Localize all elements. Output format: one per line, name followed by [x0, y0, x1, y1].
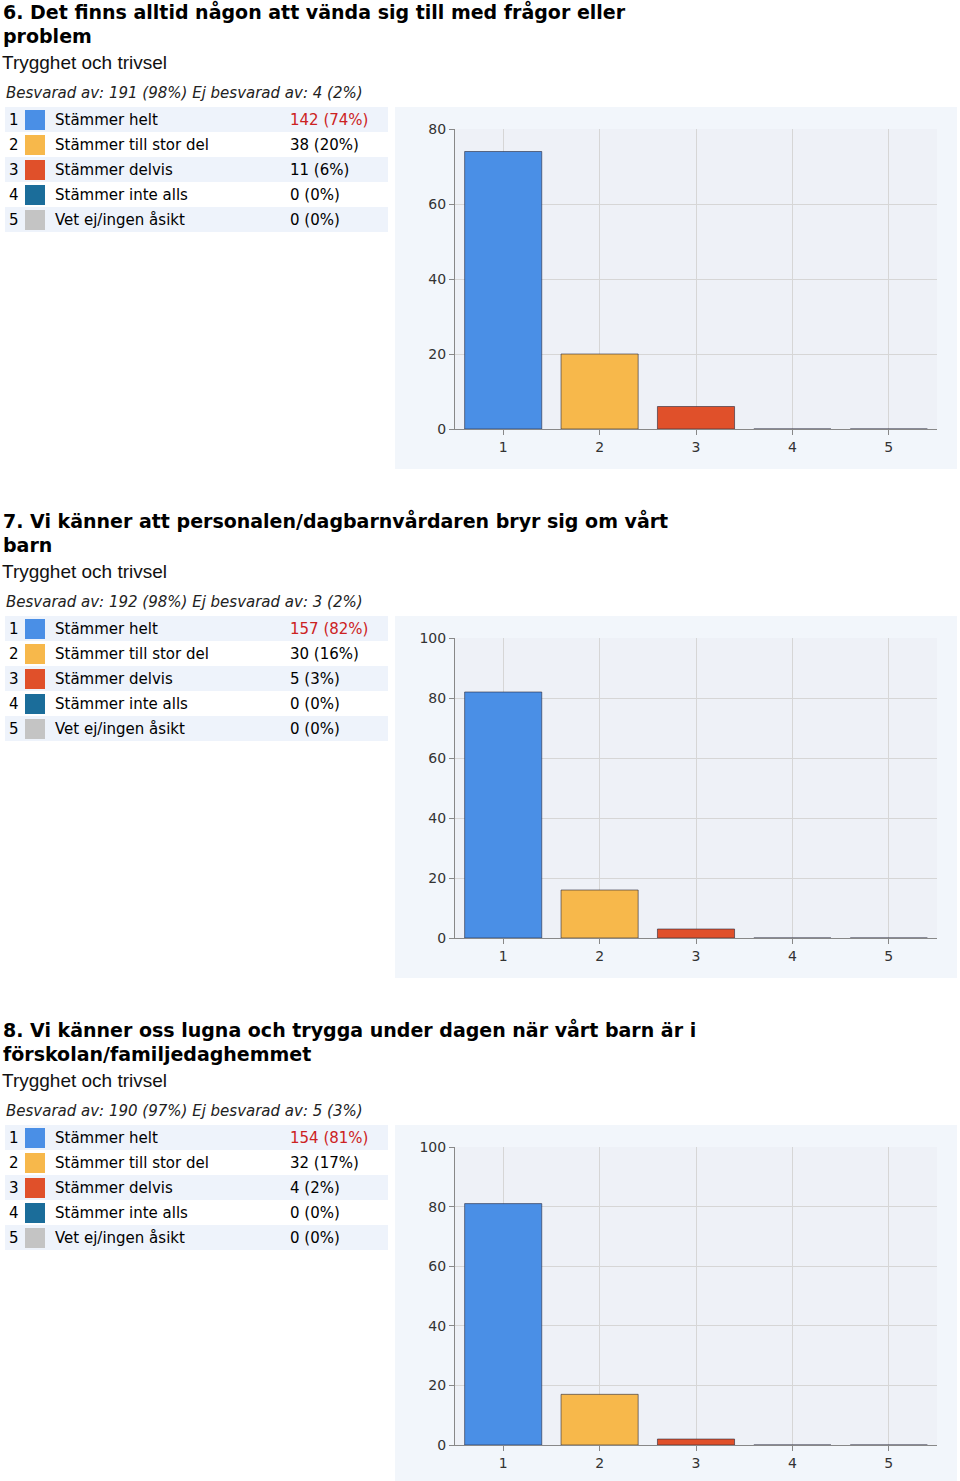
html-text:6. Det finns alltid någon att: 6. Det finns alltid någon att vända sig …: [3, 1, 626, 47]
svg-text:1: 1: [499, 1455, 508, 1471]
html-text:142 (74%): 142 (74%): [290, 110, 369, 129]
svg-text:100: 100: [419, 630, 446, 646]
html-text:Stämmer delvis: Stämmer delvis: [55, 160, 173, 179]
svg-text:20: 20: [428, 346, 446, 362]
html-text:Stämmer inte alls: Stämmer inte alls: [55, 185, 188, 204]
html-text:Stämmer helt: Stämmer helt: [55, 110, 158, 129]
svg-text:3: 3: [692, 948, 701, 964]
html-text:1: 1: [9, 1128, 19, 1147]
html-text:Vet ej/ingen åsikt: Vet ej/ingen åsikt: [55, 210, 185, 229]
html-text:Stämmer till stor del: Stämmer till stor del: [55, 1153, 209, 1172]
svg-text:2: 2: [595, 1455, 604, 1471]
svg-text:0: 0: [437, 421, 446, 437]
svg-text:0: 0: [437, 1437, 446, 1453]
html-text:30 (16%): 30 (16%): [290, 644, 359, 663]
html-text:3: 3: [9, 160, 19, 179]
svg-text:2: 2: [595, 439, 604, 455]
html-text:32 (17%): 32 (17%): [290, 1153, 359, 1172]
html-text:Stämmer delvis: Stämmer delvis: [55, 669, 173, 688]
html-text:157 (82%): 157 (82%): [290, 619, 369, 638]
html-text:3: 3: [9, 1178, 19, 1197]
svg-text:2: 2: [595, 948, 604, 964]
svg-text:20: 20: [428, 1377, 446, 1393]
svg-text:5: 5: [884, 948, 893, 964]
svg-text:5: 5: [884, 1455, 893, 1471]
html-text:7. Vi känner att personalen/da: 7. Vi känner att personalen/dagbarnvårda…: [3, 510, 669, 556]
svg-text:4: 4: [788, 1455, 797, 1471]
html-text:0 (0%): 0 (0%): [290, 719, 340, 738]
svg-text:80: 80: [428, 1199, 446, 1215]
html-text:Stämmer helt: Stämmer helt: [55, 1128, 158, 1147]
html-text:0 (0%): 0 (0%): [290, 185, 340, 204]
svg-text:60: 60: [428, 196, 446, 212]
svg-text:40: 40: [428, 271, 446, 287]
html-text:4 (2%): 4 (2%): [290, 1178, 340, 1197]
html-text:Trygghet och trivsel: Trygghet och trivsel: [2, 561, 168, 582]
svg-text:60: 60: [428, 750, 446, 766]
html-text:0 (0%): 0 (0%): [290, 694, 340, 713]
html-text:Stämmer helt: Stämmer helt: [55, 619, 158, 638]
html-text:2: 2: [9, 644, 19, 663]
html-text:4: 4: [9, 1203, 19, 1222]
html-text:Stämmer inte alls: Stämmer inte alls: [55, 1203, 188, 1222]
html-text:Trygghet och trivsel: Trygghet och trivsel: [2, 1070, 168, 1091]
html-text:Besvarad av: 190 (97%) Ej besv: Besvarad av: 190 (97%) Ej besvarad av: 5…: [6, 1102, 363, 1120]
html-text:3: 3: [9, 669, 19, 688]
html-text:5: 5: [9, 1228, 19, 1247]
html-text:38 (20%): 38 (20%): [290, 135, 359, 154]
svg-text:1: 1: [499, 948, 508, 964]
html-text:8. Vi känner oss lugna och try: 8. Vi känner oss lugna och trygga under …: [3, 1019, 697, 1065]
html-text:Stämmer delvis: Stämmer delvis: [55, 1178, 173, 1197]
html-text:2: 2: [9, 135, 19, 154]
html-text:Vet ej/ingen åsikt: Vet ej/ingen åsikt: [55, 719, 185, 738]
html-text:5: 5: [9, 719, 19, 738]
svg-text:20: 20: [428, 870, 446, 886]
svg-text:40: 40: [428, 1318, 446, 1334]
html-text:1: 1: [9, 110, 19, 129]
svg-text:3: 3: [692, 1455, 701, 1471]
svg-text:60: 60: [428, 1258, 446, 1274]
html-text:4: 4: [9, 185, 19, 204]
html-text:Stämmer till stor del: Stämmer till stor del: [55, 644, 209, 663]
svg-text:4: 4: [788, 948, 797, 964]
svg-text:4: 4: [788, 439, 797, 455]
svg-text:3: 3: [692, 439, 701, 455]
html-text:0 (0%): 0 (0%): [290, 210, 340, 229]
svg-text:40: 40: [428, 810, 446, 826]
html-text:Besvarad av: 192 (98%) Ej besv: Besvarad av: 192 (98%) Ej besvarad av: 3…: [6, 593, 363, 611]
html-text:2: 2: [9, 1153, 19, 1172]
html-text:0 (0%): 0 (0%): [290, 1203, 340, 1222]
html-text:4: 4: [9, 694, 19, 713]
html-text:Stämmer inte alls: Stämmer inte alls: [55, 694, 188, 713]
svg-text:80: 80: [428, 690, 446, 706]
html-text:5 (3%): 5 (3%): [290, 669, 340, 688]
html-text:154 (81%): 154 (81%): [290, 1128, 369, 1147]
html-text:Vet ej/ingen åsikt: Vet ej/ingen åsikt: [55, 1228, 185, 1247]
html-text:1: 1: [9, 619, 19, 638]
svg-text:100: 100: [419, 1139, 446, 1155]
html-text:11 (6%): 11 (6%): [290, 160, 350, 179]
html-text:Trygghet och trivsel: Trygghet och trivsel: [2, 52, 168, 73]
svg-text:1: 1: [499, 439, 508, 455]
html-text:Stämmer till stor del: Stämmer till stor del: [55, 135, 209, 154]
svg-text:0: 0: [437, 930, 446, 946]
html-text:Besvarad av: 191 (98%) Ej besv: Besvarad av: 191 (98%) Ej besvarad av: 4…: [6, 84, 363, 102]
svg-text:80: 80: [428, 121, 446, 137]
html-text:5: 5: [9, 210, 19, 229]
svg-text:5: 5: [884, 439, 893, 455]
html-text:0 (0%): 0 (0%): [290, 1228, 340, 1247]
